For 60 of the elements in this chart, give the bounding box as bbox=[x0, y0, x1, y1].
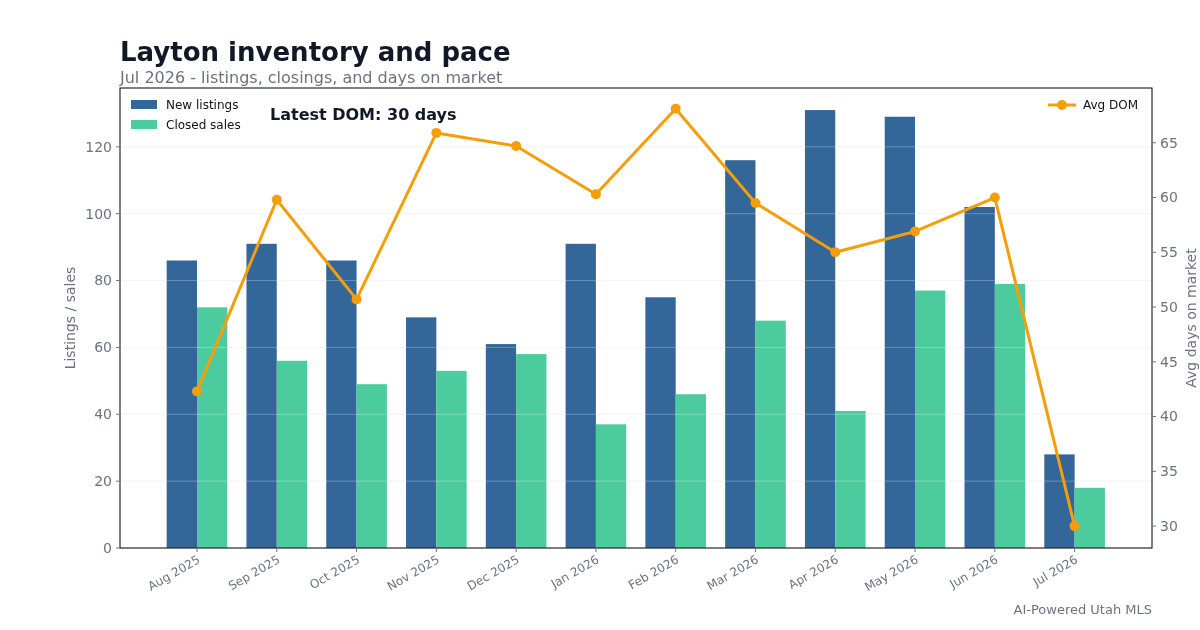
point bbox=[989, 192, 1000, 203]
point bbox=[750, 198, 761, 208]
bar bbox=[675, 394, 707, 548]
point bbox=[191, 386, 202, 397]
bar bbox=[406, 317, 437, 548]
bar bbox=[326, 260, 357, 548]
bar bbox=[835, 410, 866, 548]
y-tick-label: 0 bbox=[103, 539, 112, 556]
bar bbox=[166, 260, 197, 548]
bar bbox=[565, 243, 596, 548]
y2-tick-label: 65 bbox=[1160, 134, 1178, 151]
bar bbox=[276, 360, 308, 548]
annotation: Latest DOM: 30 days bbox=[270, 105, 457, 124]
bar bbox=[1074, 487, 1105, 548]
y2-tick-label: 55 bbox=[1160, 244, 1178, 261]
chart-title: Layton inventory and pace bbox=[120, 37, 511, 67]
y-axis-title: Listings / sales bbox=[62, 266, 78, 370]
point bbox=[830, 247, 841, 258]
bar bbox=[356, 384, 387, 548]
point bbox=[271, 194, 282, 205]
bar bbox=[964, 207, 995, 548]
bar bbox=[196, 307, 228, 548]
bar bbox=[1044, 454, 1075, 548]
y-tick-label: 60 bbox=[94, 339, 112, 356]
point bbox=[590, 189, 601, 200]
point bbox=[351, 294, 362, 305]
y2-axis-title: Avg days on market bbox=[1183, 247, 1199, 388]
bar bbox=[755, 320, 786, 548]
bar bbox=[516, 354, 547, 548]
y-tick-label: 40 bbox=[94, 406, 112, 423]
bar bbox=[485, 344, 517, 548]
bar bbox=[804, 110, 836, 548]
point bbox=[1069, 521, 1080, 532]
point bbox=[910, 226, 921, 237]
bar bbox=[246, 243, 277, 548]
y2-tick-label: 40 bbox=[1160, 408, 1178, 425]
y-tick-label: 80 bbox=[94, 272, 112, 289]
chart-subtitle: Jul 2026 - listings, closings, and days on market bbox=[119, 68, 503, 87]
bar bbox=[725, 160, 756, 548]
bar bbox=[915, 290, 946, 548]
text: AI-Powered Utah MLS bbox=[1013, 602, 1152, 617]
bar bbox=[994, 283, 1026, 548]
bar bbox=[595, 424, 627, 548]
bar bbox=[884, 116, 916, 548]
point bbox=[431, 127, 442, 138]
point bbox=[511, 141, 522, 152]
y2-tick-label: 50 bbox=[1160, 298, 1178, 315]
legend-label: Avg DOM bbox=[1083, 98, 1139, 113]
y2-tick-label: 45 bbox=[1160, 353, 1178, 370]
legend-label: New listings bbox=[166, 98, 239, 113]
point bbox=[670, 103, 681, 114]
legend-label: Closed sales bbox=[166, 118, 241, 133]
y-tick-label: 100 bbox=[85, 205, 112, 222]
y-tick-label: 20 bbox=[94, 473, 112, 490]
bar bbox=[436, 370, 467, 548]
y2-tick-label: 60 bbox=[1160, 189, 1178, 206]
y2-tick-label: 30 bbox=[1160, 518, 1178, 534]
y2-tick-label: 35 bbox=[1160, 463, 1178, 480]
y-tick-label: 120 bbox=[85, 138, 112, 155]
bar bbox=[645, 297, 676, 548]
